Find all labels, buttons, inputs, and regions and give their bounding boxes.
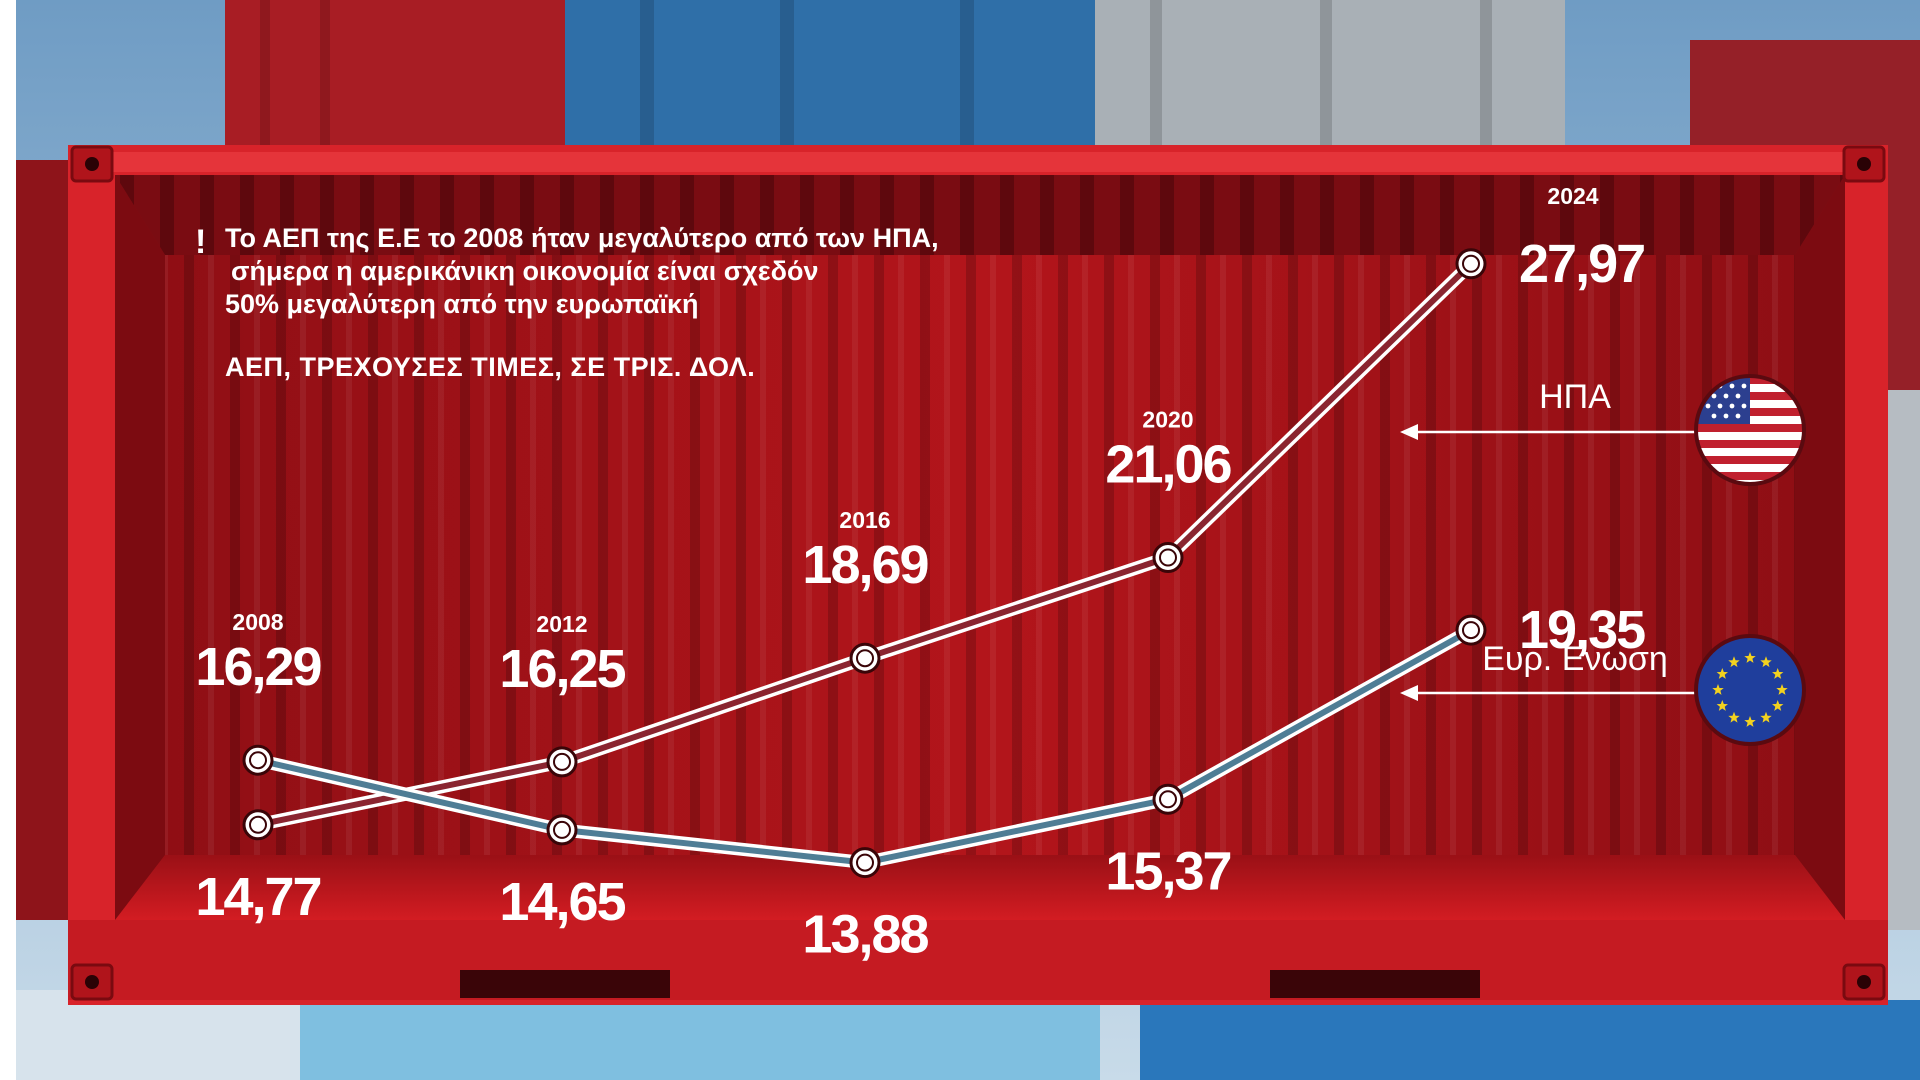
alert-marker-icon: ! bbox=[195, 223, 207, 261]
usa-data-point bbox=[242, 809, 274, 841]
headline: ! Το ΑΕΠ της Ε.Ε το 2008 ήταν μεγαλύτερο… bbox=[195, 222, 985, 321]
data-point-ring bbox=[856, 649, 874, 668]
year-label: 2012 bbox=[536, 611, 587, 637]
eu-value-label: 19,35 bbox=[1519, 600, 1645, 660]
arrow-left-icon bbox=[1400, 685, 1418, 701]
headline-line-2: σήμερα η αμερικάνικη οικονομία είναι σχε… bbox=[231, 256, 819, 286]
year-label: 2008 bbox=[232, 609, 283, 635]
usa-flag-icon bbox=[1694, 374, 1806, 486]
eu-value-label: 13,88 bbox=[802, 905, 928, 965]
chart-subtitle: ΑΕΠ, ΤΡΕΧΟΥΣΕΣ ΤΙΜΕΣ, ΣΕ ΤΡΙΣ. ΔΟΛ. bbox=[225, 352, 756, 382]
data-point-ring bbox=[249, 751, 267, 770]
eu-flag-icon bbox=[1694, 634, 1806, 746]
eu-value-label: 16,29 bbox=[195, 637, 321, 697]
eu-data-point bbox=[1455, 614, 1487, 646]
usa-data-point bbox=[1455, 248, 1487, 280]
eu-star-icon bbox=[1760, 711, 1772, 723]
usa-value-label: 16,25 bbox=[499, 639, 625, 699]
usa-legend-arrow bbox=[1400, 424, 1696, 440]
eu-data-point bbox=[546, 814, 578, 846]
eu-star-icon bbox=[1728, 711, 1740, 723]
eu-star-icon bbox=[1712, 684, 1724, 695]
headline-line-3: 50% μεγαλύτερη από την ευρωπαϊκή bbox=[225, 289, 699, 319]
usa-data-point bbox=[1152, 542, 1184, 573]
eu-star-icon bbox=[1760, 656, 1772, 668]
usa-value-label: 18,69 bbox=[802, 535, 928, 595]
data-point-ring bbox=[856, 853, 874, 872]
eu-data-point bbox=[242, 744, 274, 776]
eu-star-icon bbox=[1728, 656, 1740, 668]
year-label: 2020 bbox=[1142, 406, 1193, 432]
usa-series-label: ΗΠΑ bbox=[1539, 378, 1611, 416]
data-point-ring bbox=[1462, 254, 1480, 273]
eu-star-icon bbox=[1716, 700, 1728, 711]
data-point-ring bbox=[553, 752, 571, 771]
usa-data-point bbox=[849, 642, 881, 674]
data-point-ring bbox=[553, 820, 571, 839]
arrow-left-icon bbox=[1400, 424, 1418, 440]
eu-star-icon bbox=[1744, 652, 1756, 663]
eu-star-icon bbox=[1772, 700, 1784, 711]
year-label: 2024 bbox=[1547, 183, 1598, 209]
data-point-ring bbox=[249, 815, 267, 834]
eu-legend-arrow bbox=[1400, 685, 1696, 701]
eu-star-icon bbox=[1744, 716, 1756, 727]
data-point-ring bbox=[1159, 790, 1177, 809]
headline-line-1: Το ΑΕΠ της Ε.Ε το 2008 ήταν μεγαλύτερο α… bbox=[225, 223, 939, 253]
eu-star-icon bbox=[1716, 668, 1728, 679]
usa-value-label: 14,77 bbox=[195, 867, 320, 927]
year-label: 2016 bbox=[839, 507, 890, 533]
eu-data-point bbox=[1152, 783, 1184, 815]
usa-data-point bbox=[546, 746, 578, 778]
data-point-ring bbox=[1159, 548, 1177, 567]
usa-value-label: 27,97 bbox=[1519, 234, 1644, 294]
eu-series-label: Ευρ. Ενωση bbox=[1482, 640, 1668, 678]
usa-value-label: 21,06 bbox=[1105, 434, 1231, 494]
data-point-ring bbox=[1462, 621, 1480, 640]
eu-star-icon bbox=[1772, 668, 1784, 679]
eu-value-label: 15,37 bbox=[1105, 841, 1230, 901]
eu-value-label: 14,65 bbox=[499, 872, 625, 932]
eu-star-icon bbox=[1776, 684, 1788, 695]
eu-data-point bbox=[849, 847, 881, 879]
